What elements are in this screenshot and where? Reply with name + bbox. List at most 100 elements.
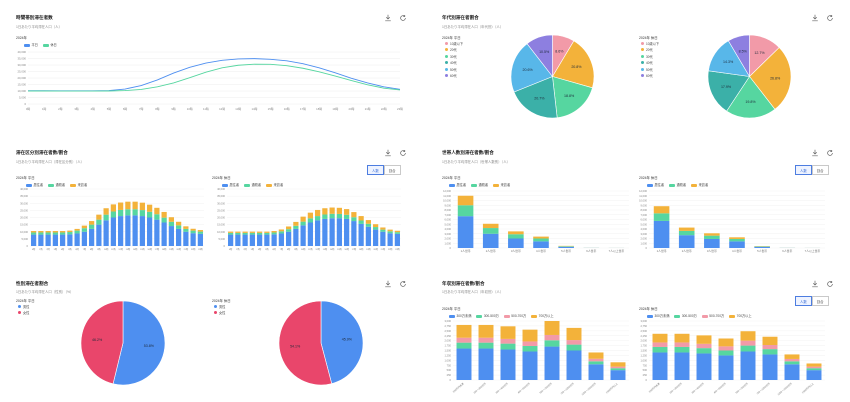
legend-item[interactable]: 500-700万 xyxy=(701,313,724,318)
y-tick-label: 12,000 xyxy=(639,189,647,193)
legend-item[interactable]: 10歳以下 xyxy=(445,40,463,47)
chart-title: 2024年 休日 xyxy=(639,36,658,40)
refresh-icon[interactable] xyxy=(399,14,407,22)
refresh-icon[interactable] xyxy=(826,149,834,157)
y-tick-label: 9,000 xyxy=(641,203,648,207)
bar-segment xyxy=(228,234,234,246)
legend-item[interactable]: 300万未満 xyxy=(647,313,669,318)
legend-item[interactable]: 通勤者 xyxy=(471,182,488,187)
legend-item[interactable]: 50代 xyxy=(445,66,463,73)
y-tick-label: 9,000 xyxy=(445,203,452,207)
bar-segment xyxy=(729,238,745,242)
download-icon[interactable] xyxy=(811,14,819,22)
legend-item[interactable]: 20代 xyxy=(445,47,463,54)
toggle-count[interactable]: 人数 xyxy=(367,165,384,175)
legend-item[interactable]: 通勤者 xyxy=(48,182,65,187)
y-tick-label: 1,500 xyxy=(641,349,648,353)
legend-item[interactable]: 60代 xyxy=(641,73,659,80)
legend-item[interactable]: 500-700万 xyxy=(503,313,526,318)
x-tick-label: 400〜500万円 xyxy=(713,382,727,394)
legend-item[interactable]: 男性 xyxy=(214,303,225,310)
bar-segment xyxy=(806,366,822,369)
legend-item[interactable]: 700万以上 xyxy=(531,313,554,318)
slice-label: 20.7% xyxy=(534,97,545,101)
y-tick-label: 20,000 xyxy=(217,216,225,220)
chart-title: 2024年 休日 xyxy=(639,176,658,180)
download-icon[interactable] xyxy=(384,149,392,157)
x-tick-label: 17時 xyxy=(300,107,306,111)
legend-item[interactable]: 休日 xyxy=(42,42,57,47)
legend-item[interactable]: 300-500万 xyxy=(476,313,499,318)
slice-label: 20.6% xyxy=(523,68,534,72)
y-tick-label: 500 xyxy=(447,368,452,372)
bar-segment xyxy=(678,230,695,236)
legend-item[interactable]: 50代 xyxy=(641,66,659,73)
bar-segment xyxy=(394,233,400,246)
bar-segment xyxy=(652,352,668,380)
bar-segment xyxy=(358,223,364,246)
download-icon[interactable] xyxy=(384,14,392,22)
legend-item[interactable]: 来訪者 xyxy=(493,182,510,187)
legend-item[interactable]: 居住者 xyxy=(26,182,43,187)
bar-segment xyxy=(373,229,379,246)
count-ratio-toggle: 人数 割合 xyxy=(367,165,401,175)
legend-item[interactable]: 通勤者 xyxy=(244,182,261,187)
legend-item[interactable]: 平日 xyxy=(24,42,38,47)
legend-item[interactable]: 来訪者 xyxy=(70,182,87,187)
y-tick-label: 1,250 xyxy=(445,353,452,357)
chart-title: 2024年 平日 xyxy=(442,36,461,40)
legend-item[interactable]: 300-500万 xyxy=(674,313,697,318)
legend-item[interactable]: 700万以上 xyxy=(729,313,752,318)
bar-segment xyxy=(197,230,203,232)
bar-segment xyxy=(307,212,313,219)
y-tick-label: 1,750 xyxy=(445,344,452,348)
bar-segment xyxy=(31,232,37,235)
y-tick-label: 5,000 xyxy=(19,96,26,100)
bar-segment xyxy=(696,353,712,380)
bar-segment xyxy=(307,222,313,246)
refresh-icon[interactable] xyxy=(826,280,834,288)
legend-item[interactable]: 10歳以下 xyxy=(641,40,659,47)
legend-item[interactable]: 300万未満 xyxy=(449,313,471,318)
legend-item[interactable]: 居住者 xyxy=(222,182,239,187)
legend-item[interactable]: 女性 xyxy=(18,310,29,317)
toggle-ratio[interactable]: 割合 xyxy=(811,296,829,306)
bar-segment xyxy=(132,215,138,246)
slice-label: 14.3% xyxy=(723,60,734,64)
download-icon[interactable] xyxy=(811,280,819,288)
bar-segment xyxy=(566,340,582,345)
toggle-count[interactable]: 人数 xyxy=(795,165,812,175)
legend-item[interactable]: 20代 xyxy=(641,47,659,54)
legend-item[interactable]: 女性 xyxy=(214,310,225,317)
toggle-ratio[interactable]: 割合 xyxy=(811,165,829,175)
y-tick-label: 5,000 xyxy=(219,237,226,241)
legend-item[interactable]: 30代 xyxy=(641,53,659,60)
legend-item[interactable]: 居住者 xyxy=(449,182,466,187)
refresh-icon[interactable] xyxy=(826,14,834,22)
bar-segment xyxy=(394,230,400,233)
legend-item[interactable]: 男性 xyxy=(18,303,29,310)
download-icon[interactable] xyxy=(811,149,819,157)
legend-item[interactable]: 30代 xyxy=(445,53,463,60)
download-icon[interactable] xyxy=(384,280,392,288)
y-tick-label: 11,000 xyxy=(443,194,451,198)
legend-item[interactable]: 通勤者 xyxy=(669,182,686,187)
legend-item[interactable]: 60代 xyxy=(445,73,463,80)
legend-item[interactable]: 来訪者 xyxy=(691,182,708,187)
x-tick-label: 200万円未満 xyxy=(452,381,465,393)
bar-segment xyxy=(500,338,516,344)
refresh-icon[interactable] xyxy=(399,280,407,288)
pie-slice xyxy=(510,43,553,93)
x-tick-label: 700〜1000万円 xyxy=(560,382,575,395)
legend-item[interactable]: 居住者 xyxy=(647,182,664,187)
bar-segment xyxy=(278,231,284,234)
legend-item[interactable]: 来訪者 xyxy=(266,182,283,187)
refresh-icon[interactable] xyxy=(399,149,407,157)
bar-segment xyxy=(197,233,203,246)
x-tick-label: 18時 xyxy=(162,247,167,251)
legend-item[interactable]: 40代 xyxy=(641,60,659,67)
legend-item[interactable]: 40代 xyxy=(445,60,463,67)
toggle-count[interactable]: 人数 xyxy=(795,296,812,306)
toggle-ratio[interactable]: 割合 xyxy=(383,165,401,175)
bar-segment xyxy=(508,238,524,248)
